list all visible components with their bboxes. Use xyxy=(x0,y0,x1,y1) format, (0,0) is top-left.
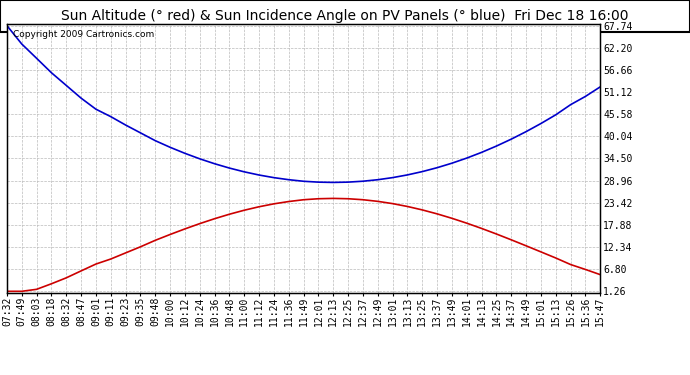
Text: Sun Altitude (° red) & Sun Incidence Angle on PV Panels (° blue)  Fri Dec 18 16:: Sun Altitude (° red) & Sun Incidence Ang… xyxy=(61,9,629,23)
Text: Copyright 2009 Cartronics.com: Copyright 2009 Cartronics.com xyxy=(13,30,154,39)
